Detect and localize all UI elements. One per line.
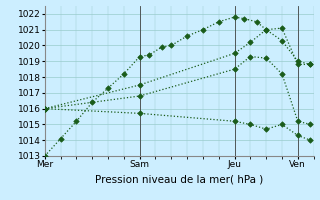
X-axis label: Pression niveau de la mer( hPa ): Pression niveau de la mer( hPa ) [95, 175, 263, 185]
